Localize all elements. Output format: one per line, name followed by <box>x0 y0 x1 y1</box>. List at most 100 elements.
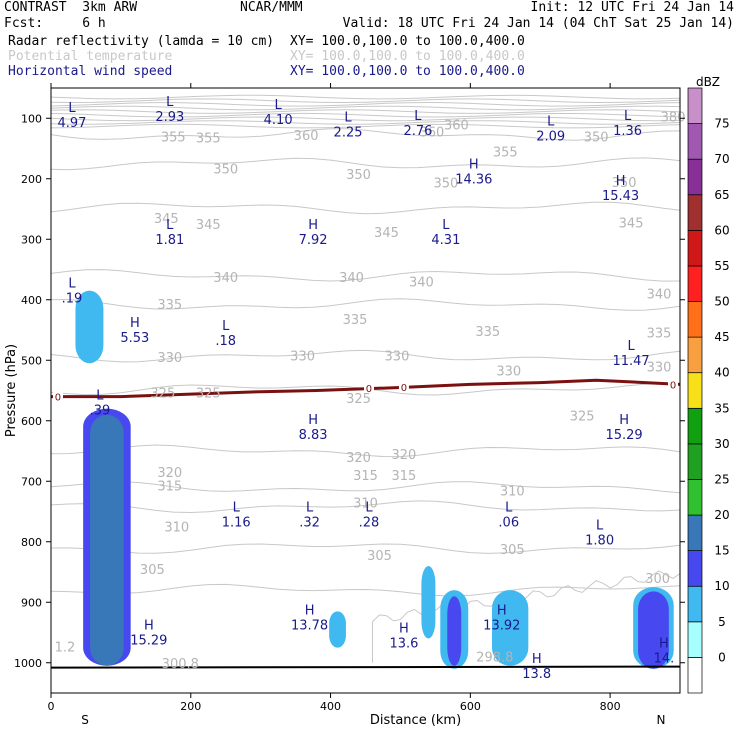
wind-extremum-marker: L <box>547 115 555 130</box>
colorbar-label: 15 <box>714 544 729 558</box>
theta-line-upper <box>50 105 681 111</box>
colorbar-label: 0 <box>718 650 726 664</box>
theta-label: 330 <box>290 349 315 364</box>
reflectivity-cell <box>90 414 124 666</box>
theta-line-upper <box>50 120 681 125</box>
theta-label: 345 <box>196 218 221 233</box>
wind-extremum-value: 15.29 <box>605 428 642 443</box>
y-tick-label: 1000 <box>14 657 42 670</box>
freezing-label-bg <box>52 390 63 402</box>
wind-extremum-value: 13.78 <box>291 618 328 633</box>
freezing-level-label: 0 <box>670 380 676 391</box>
colorbar-label: 30 <box>714 437 729 451</box>
theta-isoline <box>50 128 681 141</box>
theta-label: 345 <box>619 216 644 231</box>
theta-label: 320 <box>392 448 417 463</box>
colorbar-segment <box>687 158 703 196</box>
wind-extremum-value: .28 <box>359 516 380 531</box>
y-tick-label: 600 <box>21 415 42 428</box>
colorbar-label: 45 <box>714 330 729 344</box>
colorbar-segment <box>687 265 703 302</box>
theta-label: 340 <box>339 271 364 286</box>
theta-label: 325 <box>346 392 371 407</box>
reflectivity-cell <box>421 565 436 639</box>
wind-extremum-value: 2.93 <box>155 110 184 125</box>
wind-extremum-value: 15.43 <box>602 189 639 204</box>
theta-label: 360 <box>444 118 469 133</box>
colorbar-label: 55 <box>714 259 729 273</box>
wind-extremum-marker: H <box>497 603 507 618</box>
y-tick-label: 900 <box>21 596 42 609</box>
theta-label: 330 <box>647 360 672 375</box>
reflectivity-cell <box>447 596 462 666</box>
colorbar-segment <box>687 550 703 587</box>
wind-extremum-marker: H <box>616 174 626 189</box>
theta-line-upper <box>50 101 681 107</box>
wind-extremum-marker: L <box>275 98 283 113</box>
wind-extremum-value: .39 <box>90 404 111 419</box>
colorbar-segment <box>687 514 703 551</box>
theta-line-upper <box>50 112 681 118</box>
wind-extremum-marker: L <box>68 101 76 116</box>
freezing-level-label: 0 <box>401 383 407 394</box>
theta-label: 330 <box>385 349 410 364</box>
colorbar-label: 75 <box>714 117 729 131</box>
theta-line-upper <box>50 98 681 104</box>
fcst-value: 6 h <box>82 16 106 31</box>
theta-label: 355 <box>493 146 518 161</box>
y-tick-label: 800 <box>21 536 42 549</box>
x-axis-label: Distance (km) <box>370 713 461 728</box>
wind-extremum-marker: H <box>130 316 140 331</box>
theta-label: 300 <box>645 572 670 587</box>
freezing-label-bg <box>363 382 374 394</box>
theta-line-upper <box>50 116 681 122</box>
wind-extremum-marker: L <box>96 389 104 404</box>
colorbar-segment <box>687 230 703 267</box>
y-tick-label: 100 <box>21 112 42 125</box>
colorbar-segment <box>687 87 703 124</box>
wind-extremum-marker: H <box>659 637 669 652</box>
theta-label: 335 <box>475 325 500 340</box>
wind-extremum-marker: L <box>233 501 241 516</box>
theta-label: 335 <box>343 313 368 328</box>
header-valid: Valid: 18 UTC Fri 24 Jan 14 (04 ChT Sat … <box>342 16 734 31</box>
colorbar-segment <box>687 585 703 623</box>
colorbar-label: 50 <box>714 295 729 309</box>
theta-isoline <box>50 583 681 597</box>
x-tick-label: 800 <box>600 700 621 713</box>
header-init: Init: 12 UTC Fri 24 Jan 14 <box>530 0 735 15</box>
wind-extremum-value: 13.92 <box>483 618 520 633</box>
reflectivity-cell <box>638 591 669 669</box>
terrain-line <box>50 665 681 669</box>
theta-label: 315 <box>392 469 417 484</box>
wind-extremum-value: 15.29 <box>130 633 167 648</box>
wind-extremum-value: 1.80 <box>585 534 614 549</box>
theta-label: 355 <box>196 132 221 147</box>
colorbar-label: 40 <box>714 366 729 380</box>
colorbar-segment <box>687 194 703 231</box>
theta-label: 320 <box>157 466 182 481</box>
wind-extremum-value: 1.16 <box>222 516 251 531</box>
wind-extremum-marker: H <box>308 413 318 428</box>
header-fcst: Fcst: 6 h <box>4 17 106 31</box>
wind-extremum-value: 14. <box>654 652 675 667</box>
field-xy-wind: XY= 100.0,100.0 to 100.0,400.0 <box>290 64 525 79</box>
theta-isoline <box>50 269 681 282</box>
theta-label: 380 <box>661 110 686 125</box>
theta-label: 340 <box>409 276 434 291</box>
y-tick-label: 500 <box>21 354 42 367</box>
colorbar-label: 5 <box>718 615 726 629</box>
theta-label: 330 <box>496 365 521 380</box>
freezing-level-label: 0 <box>55 393 61 404</box>
wind-extremum-marker: L <box>222 319 230 334</box>
wind-extremum-marker: L <box>627 339 635 354</box>
wind-extremum-value: 2.76 <box>403 124 432 139</box>
wind-extremum-marker: H <box>305 603 315 618</box>
wind-extremum-marker: H <box>532 652 542 667</box>
field-name-reflectivity: Radar reflectivity (lamda = 10 cm) <box>8 34 275 49</box>
wind-extremum-marker: L <box>166 218 174 233</box>
y-tick-label: 200 <box>21 173 42 186</box>
theta-label: 340 <box>213 271 238 286</box>
wind-extremum-marker: H <box>619 413 629 428</box>
